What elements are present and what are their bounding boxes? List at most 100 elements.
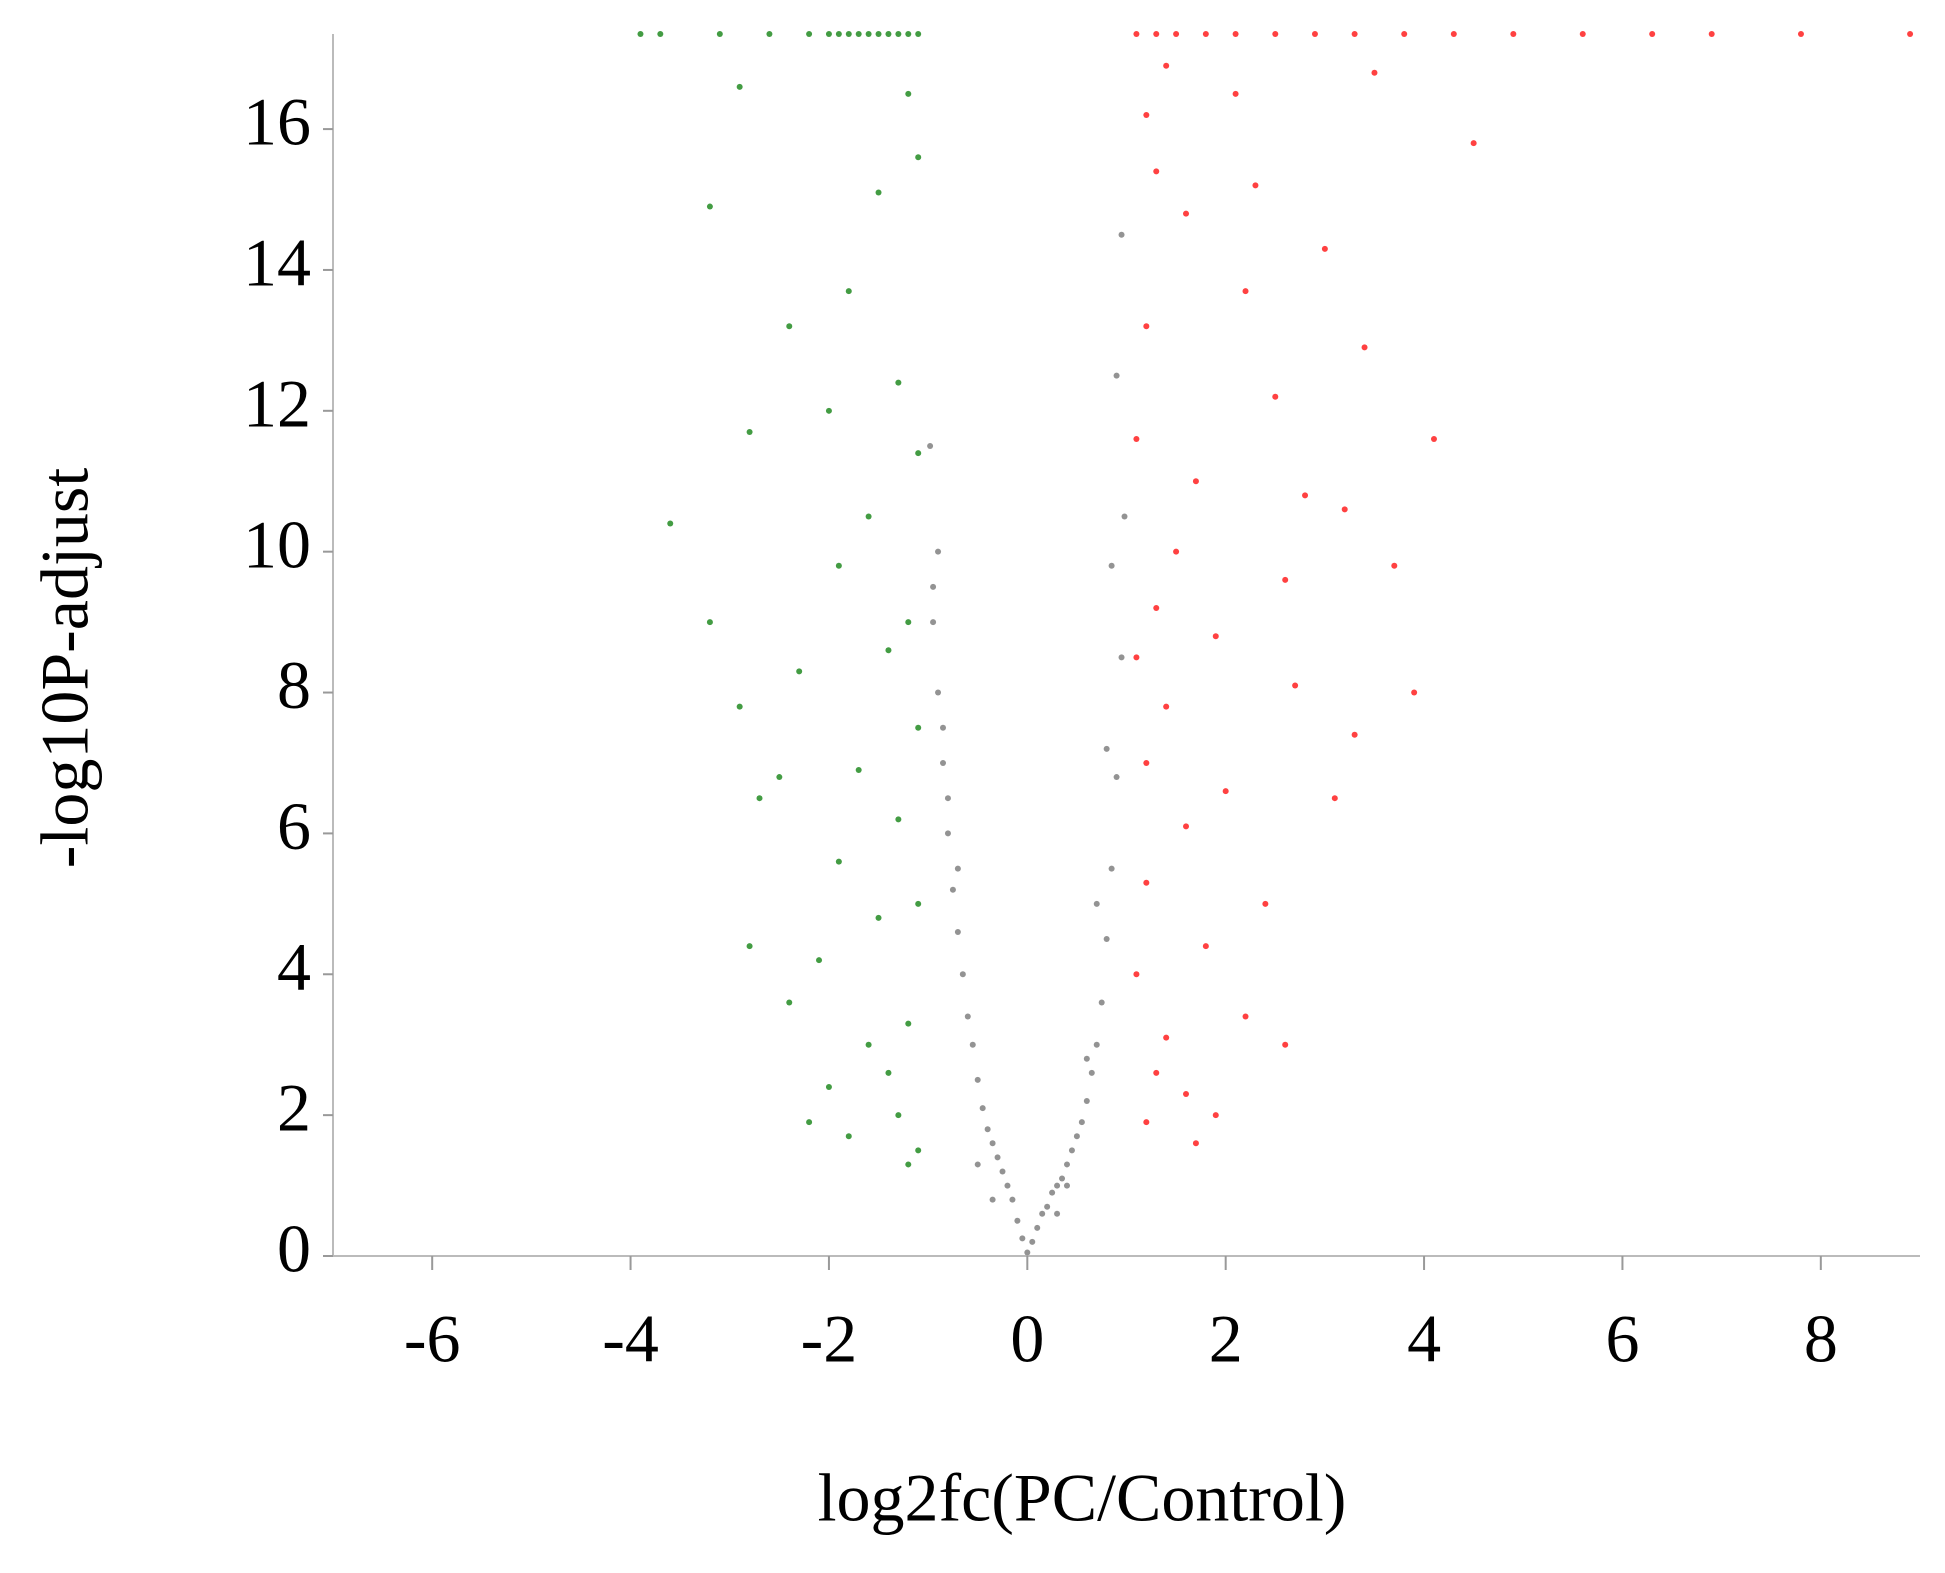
point — [944, 795, 951, 802]
y-tick-label: 4 — [277, 929, 311, 1005]
y-tick-label: 6 — [277, 788, 311, 864]
point — [954, 929, 961, 936]
point — [954, 865, 961, 872]
x-tick-label: -6 — [404, 1301, 461, 1377]
point — [885, 31, 892, 37]
point — [1183, 210, 1190, 217]
point — [1907, 31, 1914, 37]
point — [756, 795, 763, 802]
point — [835, 31, 842, 37]
point — [835, 858, 842, 865]
point — [974, 1076, 981, 1083]
point — [1202, 31, 1209, 37]
point — [746, 943, 753, 950]
point — [786, 323, 793, 330]
point — [1054, 1210, 1061, 1217]
point — [949, 886, 956, 893]
point — [1054, 1182, 1061, 1189]
point — [1098, 999, 1105, 1006]
point — [1321, 245, 1328, 252]
point — [1121, 513, 1128, 520]
point — [1014, 1217, 1021, 1224]
point — [999, 1168, 1006, 1175]
x-tick-label: 8 — [1804, 1301, 1838, 1377]
point — [1024, 1249, 1031, 1256]
point — [746, 428, 753, 435]
point — [1044, 1203, 1051, 1210]
point — [1019, 1235, 1026, 1242]
point — [875, 189, 882, 196]
point — [1272, 393, 1279, 400]
point — [825, 1083, 832, 1090]
y-tick-label: 2 — [277, 1070, 311, 1146]
point — [1153, 1069, 1160, 1076]
point — [1173, 548, 1180, 555]
point — [969, 1041, 976, 1048]
point — [657, 31, 664, 37]
point — [706, 619, 713, 626]
point — [895, 31, 902, 37]
point — [1143, 759, 1150, 766]
point — [855, 31, 862, 37]
point — [1351, 31, 1358, 37]
point — [1232, 31, 1239, 37]
point — [915, 900, 922, 907]
point — [835, 562, 842, 569]
point — [1401, 31, 1408, 37]
x-tick-label: 6 — [1605, 1301, 1639, 1377]
point — [845, 1133, 852, 1140]
point — [1143, 111, 1150, 118]
point — [915, 450, 922, 457]
point — [706, 203, 713, 210]
point — [865, 31, 872, 37]
point — [796, 668, 803, 675]
point — [1341, 506, 1348, 513]
point — [989, 1196, 996, 1203]
point — [1351, 731, 1358, 738]
point — [1153, 605, 1160, 612]
point — [1510, 31, 1517, 37]
point — [984, 1126, 991, 1133]
point — [1143, 879, 1150, 886]
point — [845, 288, 852, 295]
y-tick-label: 14 — [243, 225, 311, 301]
point — [1411, 689, 1418, 696]
point — [806, 31, 813, 37]
y-tick-label: 0 — [277, 1211, 311, 1287]
point — [716, 31, 723, 37]
point — [1311, 31, 1318, 37]
y-axis-label: -log10P-adjust — [27, 468, 103, 869]
point — [979, 1105, 986, 1112]
point — [1202, 943, 1209, 950]
point — [776, 774, 783, 781]
point — [1430, 435, 1437, 442]
point — [1093, 900, 1100, 907]
point — [1302, 492, 1309, 499]
point — [1222, 788, 1229, 795]
point — [1242, 1013, 1249, 1020]
point — [905, 1020, 912, 1027]
point — [1579, 31, 1586, 37]
point — [944, 830, 951, 837]
point — [766, 31, 773, 37]
y-tick-label: 16 — [243, 84, 311, 160]
point — [964, 1013, 971, 1020]
point — [845, 31, 852, 37]
point — [1183, 1091, 1190, 1098]
x-tick-label: -2 — [801, 1301, 858, 1377]
point — [1118, 654, 1125, 661]
point — [885, 647, 892, 654]
x-tick-label: 0 — [1010, 1301, 1044, 1377]
point — [1039, 1210, 1046, 1217]
point — [1153, 31, 1160, 37]
point — [637, 31, 644, 37]
point — [959, 971, 966, 978]
point — [1059, 1175, 1066, 1182]
point — [905, 31, 912, 37]
point — [1163, 62, 1170, 69]
point — [1133, 971, 1140, 978]
point — [1708, 31, 1715, 37]
point — [915, 1147, 922, 1154]
point — [1371, 69, 1378, 76]
